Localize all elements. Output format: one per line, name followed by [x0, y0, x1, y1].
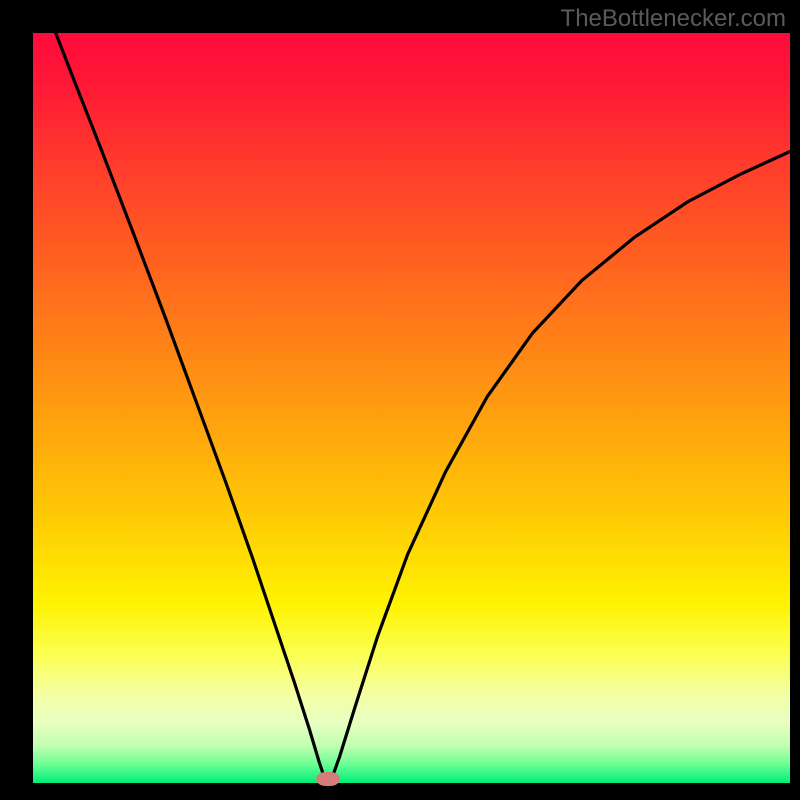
plot-area	[33, 33, 790, 783]
watermark-text: TheBottlenecker.com	[561, 5, 786, 33]
curve-left-branch	[56, 33, 325, 778]
optimum-marker	[316, 772, 340, 786]
bottleneck-curve	[33, 33, 790, 783]
chart-container: { "canvas": { "width": 800, "height": 80…	[0, 0, 800, 800]
curve-right-branch	[332, 152, 790, 778]
